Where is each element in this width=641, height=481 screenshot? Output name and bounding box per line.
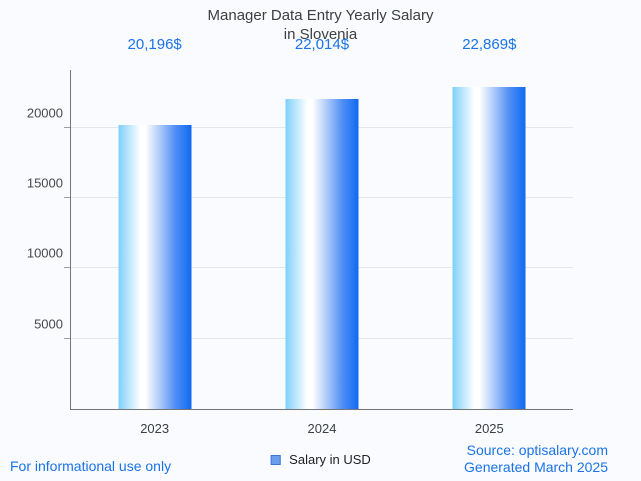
generated-date: Generated March 2025 — [464, 459, 608, 475]
chart-title-line1: Manager Data Entry Yearly Salary — [207, 7, 434, 24]
y-tickmark — [64, 267, 70, 269]
chart-column: 22,014$ 2024 — [238, 36, 405, 436]
chart-column: 20,196$ 2023 — [71, 36, 238, 436]
bar-value-label: 22,869$ — [462, 36, 517, 53]
salary-bar[interactable] — [452, 87, 526, 409]
disclaimer-text: For informational use only — [10, 458, 172, 474]
y-tick-label: 20000 — [26, 105, 63, 121]
source-link[interactable]: Source: optisalary.com — [466, 442, 608, 458]
chart-title-line2: in Slovenia — [283, 26, 358, 43]
source-block: Source: optisalary.com Generated March 2… — [464, 442, 608, 476]
y-tickmark — [64, 126, 70, 128]
x-tick-label: 2024 — [307, 421, 337, 436]
y-tickmark — [64, 337, 70, 339]
y-tickmark — [64, 197, 70, 199]
chart-title: Manager Data Entry Yearly Salary in Slov… — [0, 6, 641, 44]
x-tick-label: 2025 — [474, 421, 504, 436]
plot-area: 5000 10000 15000 20000 20,196$ 2023 22,014$ 20… — [27, 36, 573, 436]
bar-value-label: 22,014$ — [294, 36, 350, 53]
x-tick-label: 2023 — [140, 421, 170, 436]
chart-column: 22,869$ 2025 — [406, 36, 573, 436]
y-tick-label: 15000 — [26, 175, 63, 191]
bar-value-label: 20,196$ — [127, 36, 182, 53]
chart-legend: Salary in USD — [270, 452, 371, 467]
bars-container: 20,196$ 2023 22,014$ 2024 22,869$ 2025 — [71, 36, 573, 436]
legend-swatch-icon — [270, 454, 281, 465]
y-tick-label: 10000 — [26, 245, 63, 261]
salary-bar[interactable] — [118, 124, 192, 409]
salary-bar[interactable] — [285, 99, 359, 409]
legend-label: Salary in USD — [289, 452, 371, 467]
y-tick-label: 5000 — [34, 316, 63, 332]
